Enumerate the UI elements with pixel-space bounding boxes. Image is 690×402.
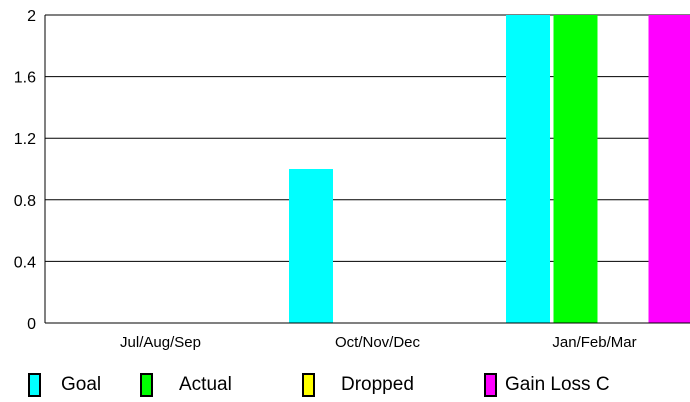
legend-swatch-actual (140, 373, 153, 397)
bar-chart: 0 0.4 0.8 1.2 1.6 2 Jul/Aug/Sep Oct/Nov/Dec Jan… (14, 8, 690, 351)
y-tick-label: 2 (27, 8, 36, 25)
legend-label-goal: Goal (61, 374, 102, 395)
x-tick-label: Jul/Aug/Sep (120, 334, 201, 351)
legend-swatch-gain-loss (484, 373, 497, 397)
y-tick-label: 1.2 (14, 131, 36, 148)
y-tick-label: 0.4 (14, 254, 36, 271)
bar-actual (553, 15, 598, 323)
legend: Goal Actual Dropped Gain Loss C (0, 366, 690, 402)
y-tick-label: 0.8 (14, 193, 36, 210)
legend-item-actual: Actual (140, 372, 232, 398)
legend-label-gain-loss: Gain Loss C (505, 374, 610, 395)
legend-swatch-goal (28, 373, 41, 397)
bars (289, 15, 690, 323)
y-tick-label: 0 (27, 316, 36, 333)
x-axis-ticks: Jul/Aug/Sep Oct/Nov/Dec Jan/Feb/Mar (120, 334, 637, 351)
y-tick-label: 1.6 (14, 70, 36, 87)
bar-goal (289, 169, 333, 323)
legend-label-actual: Actual (179, 374, 232, 395)
y-axis-ticks: 0 0.4 0.8 1.2 1.6 2 (14, 8, 36, 333)
x-tick-label: Jan/Feb/Mar (552, 334, 636, 351)
legend-label-dropped: Dropped (341, 374, 414, 395)
legend-item-dropped: Dropped (302, 372, 414, 398)
legend-swatch-dropped (302, 373, 315, 397)
legend-item-gain-loss: Gain Loss C (484, 372, 610, 398)
bar-goal (506, 15, 550, 323)
legend-item-goal: Goal (28, 372, 101, 398)
x-tick-label: Oct/Nov/Dec (335, 334, 421, 351)
bar-gain-loss-c (648, 15, 690, 323)
